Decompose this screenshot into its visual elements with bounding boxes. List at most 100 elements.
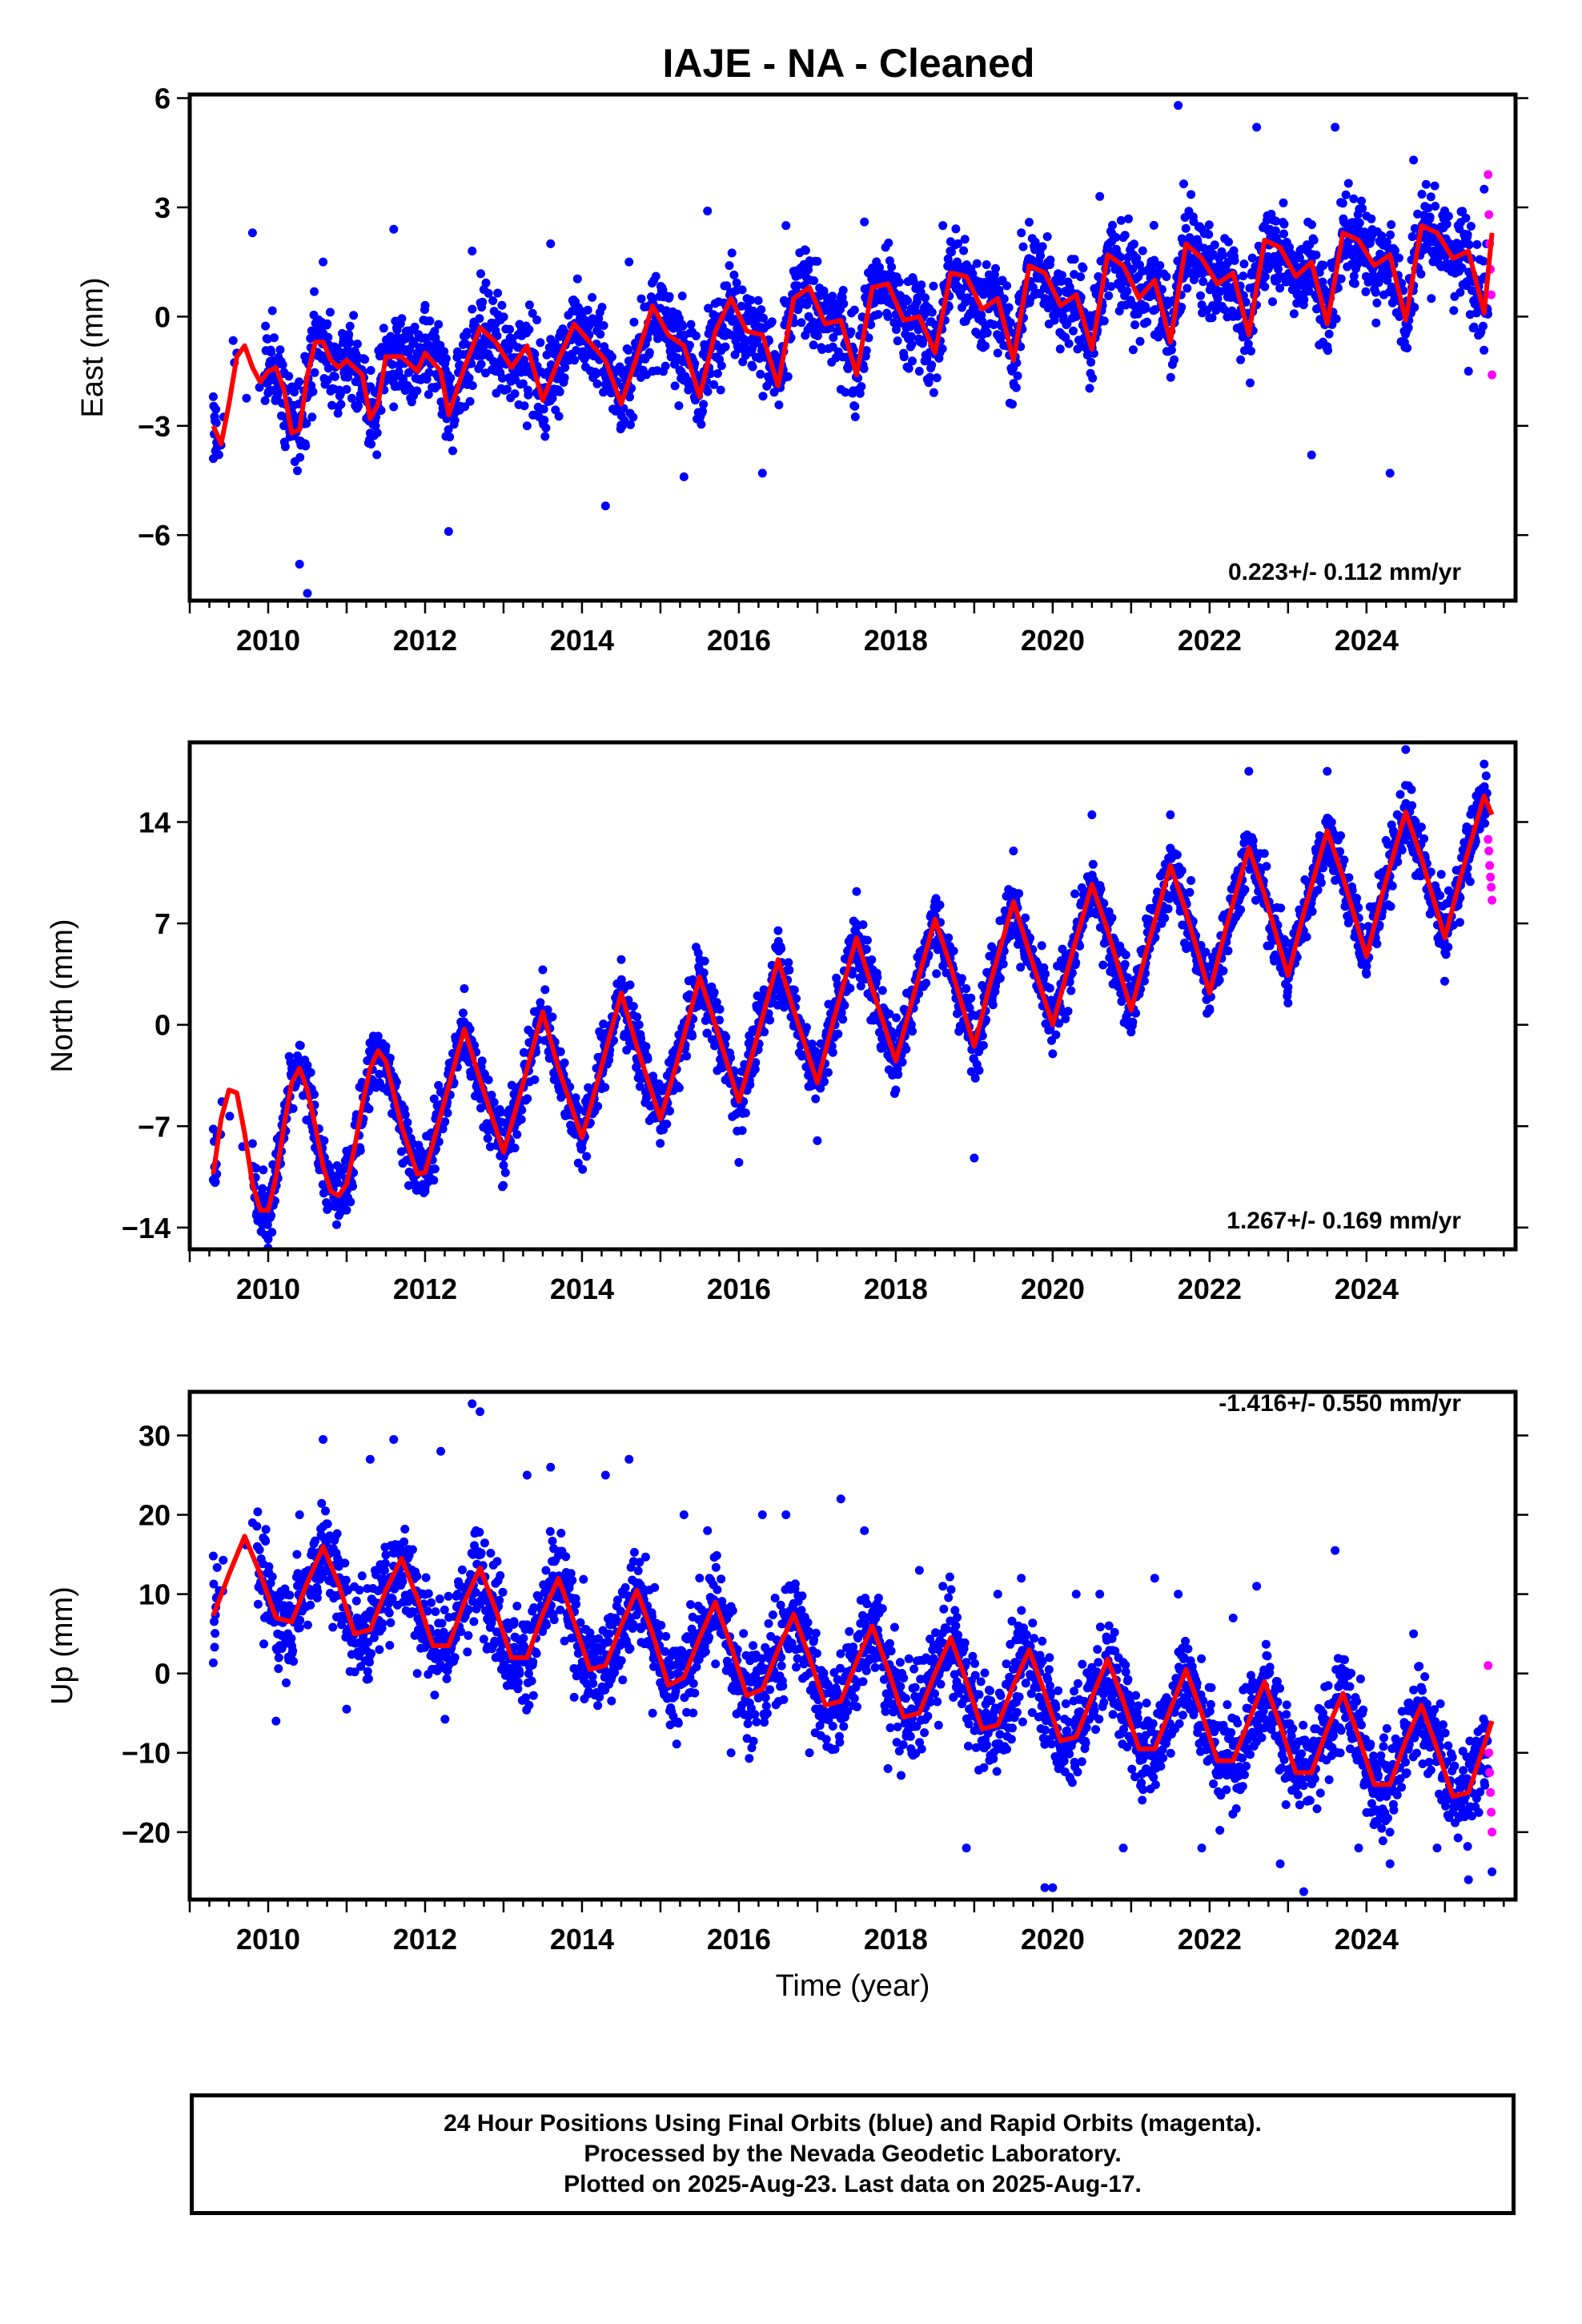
east-final-point — [279, 421, 289, 431]
east-x-ticks: 2010 2012 2014 2016 2018 2020 2022 2024 — [188, 602, 1505, 657]
up-rapid-point — [1488, 1827, 1497, 1837]
footer-line-3: Plotted on 2025-Aug-23. Last data on 202… — [564, 2171, 1142, 2197]
east-final-point — [1150, 330, 1159, 340]
east-x-tick-label: 2010 — [236, 624, 300, 657]
east-y-tick-label: −3 — [138, 410, 171, 443]
up-final-point — [781, 1510, 791, 1520]
north-final-point — [734, 1157, 744, 1167]
east-y-axis-label: East (mm) — [76, 277, 110, 417]
east-final-point — [1480, 184, 1489, 194]
north-final-point — [263, 1234, 273, 1244]
up-final-point — [1432, 1844, 1442, 1853]
east-x-tick-label: 2020 — [1021, 624, 1085, 657]
up-final-point — [569, 1692, 579, 1702]
up-plot-frame — [187, 1389, 1518, 1902]
up-final-point — [1174, 1590, 1183, 1599]
footer-line-2: Processed by the Nevada Geodetic Laborat… — [584, 2141, 1122, 2167]
up-final-point — [836, 1494, 845, 1504]
north-final-point — [1283, 999, 1293, 1008]
north-final-point — [381, 1042, 391, 1051]
east-final-point — [1174, 101, 1183, 111]
east-final-point — [342, 384, 351, 394]
up-final-point — [1354, 1844, 1363, 1853]
north-model-line — [211, 793, 1495, 1213]
north-y-axis-label: North (mm) — [46, 919, 79, 1072]
up-x-tick-label: 2020 — [1021, 1923, 1085, 1956]
up-rapid-point — [1485, 1768, 1495, 1777]
east-final-point — [303, 589, 312, 598]
up-final-point — [648, 1708, 657, 1718]
east-final-point — [1331, 123, 1340, 132]
up-final-point — [679, 1510, 689, 1520]
east-final-point — [1095, 191, 1105, 201]
east-final-point — [781, 221, 791, 231]
north-final-point — [1009, 846, 1018, 856]
north-final-point — [1048, 1049, 1058, 1059]
north-x-tick-label: 2022 — [1178, 1273, 1242, 1305]
north-x-tick-label: 2018 — [864, 1273, 928, 1305]
up-final-point — [703, 1526, 713, 1535]
east-final-point — [993, 348, 1002, 358]
north-final-point — [247, 1139, 257, 1148]
up-velocity-label: -1.416+/- 0.550 mm/yr — [1219, 1390, 1461, 1417]
east-x-tick-label: 2014 — [550, 624, 614, 657]
east-final-point — [938, 221, 948, 231]
north-y-ticks: −14 −7 0 7 14 — [122, 806, 1528, 1244]
up-final-point — [1385, 1859, 1395, 1868]
north-final-point — [695, 955, 705, 964]
east-y-ticks: −6 −3 0 3 6 — [138, 82, 1528, 552]
up-final-point — [1409, 1629, 1419, 1638]
north-rapid-point — [1485, 861, 1495, 870]
east-x-tick-label: 2016 — [707, 624, 771, 657]
east-final-point — [1017, 228, 1026, 238]
north-plot-frame — [187, 740, 1518, 1252]
up-final-point — [1331, 1546, 1340, 1555]
up-x-tick-label: 2018 — [864, 1923, 928, 1956]
north-final-point — [208, 1124, 218, 1134]
up-rapid-point — [1484, 1661, 1493, 1671]
east-final-point — [468, 247, 477, 256]
east-y-tick-label: 6 — [155, 82, 171, 115]
up-final-point — [993, 1590, 1002, 1599]
up-final-point — [208, 1551, 218, 1561]
up-x-ticks: 2010 2012 2014 2016 2018 2020 2022 2024 — [188, 1901, 1505, 1956]
up-rapid-orbit-points — [1484, 1661, 1497, 1837]
up-final-point — [365, 1454, 375, 1464]
up-final-point — [860, 1526, 869, 1535]
east-final-point — [412, 348, 422, 358]
up-final-point — [1464, 1875, 1473, 1884]
east-rapid-point — [1487, 290, 1496, 300]
east-final-point — [1118, 275, 1128, 285]
north-rapid-point — [1487, 883, 1496, 892]
footer-caption-box: 24 Hour Positions Using Final Orbits (bl… — [190, 2093, 1516, 2215]
north-final-point — [656, 1124, 665, 1134]
north-final-point — [616, 955, 626, 964]
north-final-point — [891, 1085, 901, 1095]
north-x-tick-label: 2012 — [393, 1273, 457, 1305]
north-final-point — [1205, 1006, 1215, 1015]
up-y-tick-label: −10 — [122, 1737, 171, 1770]
up-y-tick-label: 30 — [139, 1419, 171, 1452]
north-final-point — [1244, 766, 1254, 776]
east-final-point — [757, 468, 767, 478]
north-final-point — [970, 1153, 979, 1163]
north-final-point — [930, 897, 940, 907]
up-final-point — [1040, 1883, 1050, 1892]
east-final-point — [860, 217, 869, 227]
up-x-tick-label: 2012 — [393, 1923, 457, 1956]
east-final-point — [624, 257, 634, 267]
east-final-point — [1409, 155, 1419, 165]
north-final-point — [1087, 810, 1097, 819]
east-final-point — [365, 428, 375, 438]
panels: 2010 2012 2014 2016 2018 2020 2022 2024−6−3036E… — [46, 82, 1528, 2003]
up-final-point — [342, 1704, 351, 1714]
up-final-point — [389, 1434, 399, 1444]
up-panel: 2010 2012 2014 2016 2018 2020 2022 2024 −20 −10 0 1… — [46, 1389, 1528, 2003]
east-model-line — [211, 223, 1495, 447]
north-panel: 2010 2012 2014 2016 2018 2020 2022 2024 −14 −7 0 7 1… — [46, 740, 1528, 1305]
east-final-point — [444, 527, 453, 537]
north-x-tick-label: 2024 — [1335, 1273, 1399, 1305]
north-y-tick-label: 14 — [139, 806, 171, 838]
north-final-point — [852, 887, 861, 896]
